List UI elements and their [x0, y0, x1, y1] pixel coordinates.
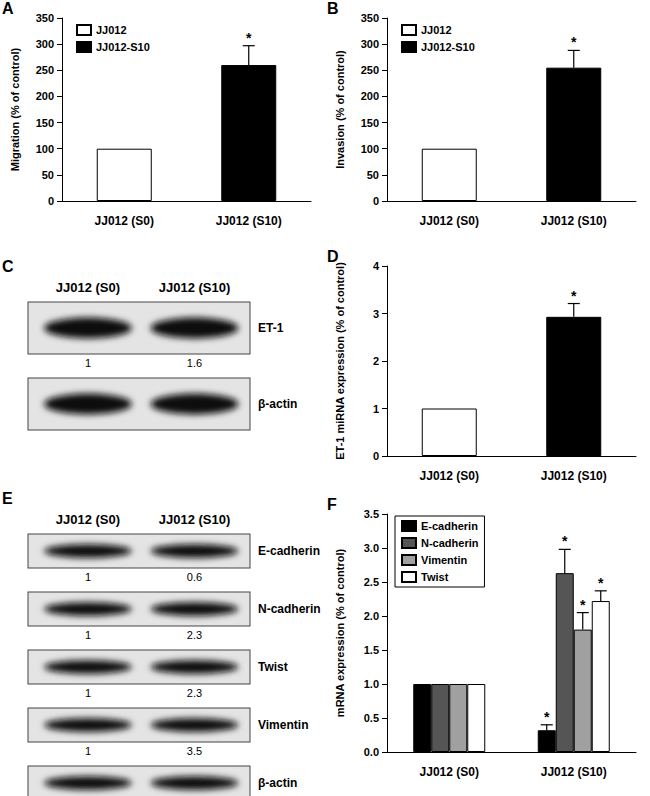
svg-text:3.5: 3.5: [187, 745, 202, 757]
svg-text:Migration (% of control): Migration (% of control): [9, 47, 21, 171]
svg-text:300: 300: [36, 38, 54, 50]
svg-text:1: 1: [85, 629, 91, 641]
svg-text:JJ012 (S0): JJ012 (S0): [56, 512, 120, 527]
svg-text:JJ012 (S0): JJ012 (S0): [420, 469, 479, 483]
svg-text:1: 1: [373, 403, 379, 415]
svg-text:250: 250: [361, 64, 379, 76]
svg-text:2.0: 2.0: [364, 610, 379, 622]
svg-text:0: 0: [48, 195, 54, 207]
svg-text:E-cadherin: E-cadherin: [258, 544, 320, 558]
svg-text:N-cadherin: N-cadherin: [421, 537, 479, 549]
svg-text:1: 1: [85, 571, 91, 583]
svg-text:350: 350: [361, 12, 379, 24]
svg-text:1.6: 1.6: [187, 357, 202, 369]
svg-text:200: 200: [361, 90, 379, 102]
svg-text:JJ012 (S0): JJ012 (S0): [95, 214, 154, 228]
svg-text:250: 250: [36, 64, 54, 76]
svg-text:350: 350: [36, 12, 54, 24]
svg-text:0.5: 0.5: [364, 712, 379, 724]
svg-text:JJ012 (S10): JJ012 (S10): [541, 214, 607, 228]
svg-text:1.0: 1.0: [364, 678, 379, 690]
svg-text:Vimentin: Vimentin: [258, 718, 308, 732]
svg-text:JJ012 (S10): JJ012 (S10): [159, 280, 231, 295]
html-text:F: F: [327, 496, 337, 513]
svg-text:100: 100: [36, 143, 54, 155]
svg-text:150: 150: [36, 117, 54, 129]
svg-text:0: 0: [373, 450, 379, 462]
svg-text:JJ012 (S0): JJ012 (S0): [420, 765, 479, 779]
svg-text:JJ012 (S10): JJ012 (S10): [541, 469, 607, 483]
svg-text:Twist: Twist: [421, 571, 449, 583]
svg-text:2.3: 2.3: [187, 687, 202, 699]
html-text:A: A: [2, 0, 14, 17]
svg-text:*: *: [571, 288, 577, 304]
svg-text:JJ012 (S10): JJ012 (S10): [541, 765, 607, 779]
svg-text:JJ012: JJ012: [96, 24, 127, 36]
svg-text:2: 2: [373, 355, 379, 367]
svg-text:Vimentin: Vimentin: [421, 554, 468, 566]
svg-text:50: 50: [42, 169, 54, 181]
svg-text:2.5: 2.5: [364, 576, 379, 588]
svg-text:ET-1 miRNA expression (% of co: ET-1 miRNA expression (% of control): [334, 262, 346, 460]
svg-text:3.5: 3.5: [364, 508, 379, 520]
svg-text:300: 300: [361, 38, 379, 50]
svg-text:3: 3: [373, 308, 379, 320]
svg-text:1: 1: [85, 745, 91, 757]
svg-text:4: 4: [373, 260, 380, 272]
svg-text:JJ012 (S0): JJ012 (S0): [420, 214, 479, 228]
svg-text:JJ012-S10: JJ012-S10: [421, 41, 475, 53]
svg-text:β-actin: β-actin: [258, 776, 297, 790]
svg-text:0: 0: [373, 195, 379, 207]
svg-text:0.0: 0.0: [364, 746, 379, 758]
svg-text:1.5: 1.5: [364, 644, 379, 656]
svg-text:3.0: 3.0: [364, 542, 379, 554]
svg-text:150: 150: [361, 117, 379, 129]
html-text:C: C: [2, 258, 14, 275]
svg-text:Invasion (% of control): Invasion (% of control): [334, 50, 346, 169]
html-text:D: D: [327, 248, 339, 265]
svg-text:JJ012 (S10): JJ012 (S10): [159, 512, 231, 527]
svg-text:β-actin: β-actin: [258, 397, 297, 411]
svg-text:*: *: [580, 597, 586, 613]
svg-text:50: 50: [367, 169, 379, 181]
html-text:B: B: [327, 0, 339, 17]
svg-text:JJ012-S10: JJ012-S10: [96, 41, 150, 53]
svg-text:*: *: [246, 30, 252, 46]
svg-text:1: 1: [85, 357, 91, 369]
svg-text:*: *: [598, 575, 604, 591]
svg-text:Twist: Twist: [258, 660, 288, 674]
svg-text:ET-1: ET-1: [258, 321, 284, 335]
html-text:E: E: [2, 490, 13, 507]
svg-text:mRNA expression (% of control): mRNA expression (% of control): [334, 549, 346, 718]
svg-text:*: *: [544, 709, 550, 725]
svg-text:100: 100: [361, 143, 379, 155]
svg-text:*: *: [562, 533, 568, 549]
svg-text:JJ012: JJ012: [421, 24, 452, 36]
svg-text:JJ012 (S10): JJ012 (S10): [216, 214, 282, 228]
svg-text:E-cadherin: E-cadherin: [421, 520, 478, 532]
svg-text:JJ012 (S0): JJ012 (S0): [56, 280, 120, 295]
svg-text:1: 1: [85, 687, 91, 699]
svg-text:200: 200: [36, 90, 54, 102]
svg-text:*: *: [571, 34, 577, 50]
svg-text:N-cadherin: N-cadherin: [258, 602, 321, 616]
svg-text:0.6: 0.6: [187, 571, 202, 583]
svg-text:2.3: 2.3: [187, 629, 202, 641]
